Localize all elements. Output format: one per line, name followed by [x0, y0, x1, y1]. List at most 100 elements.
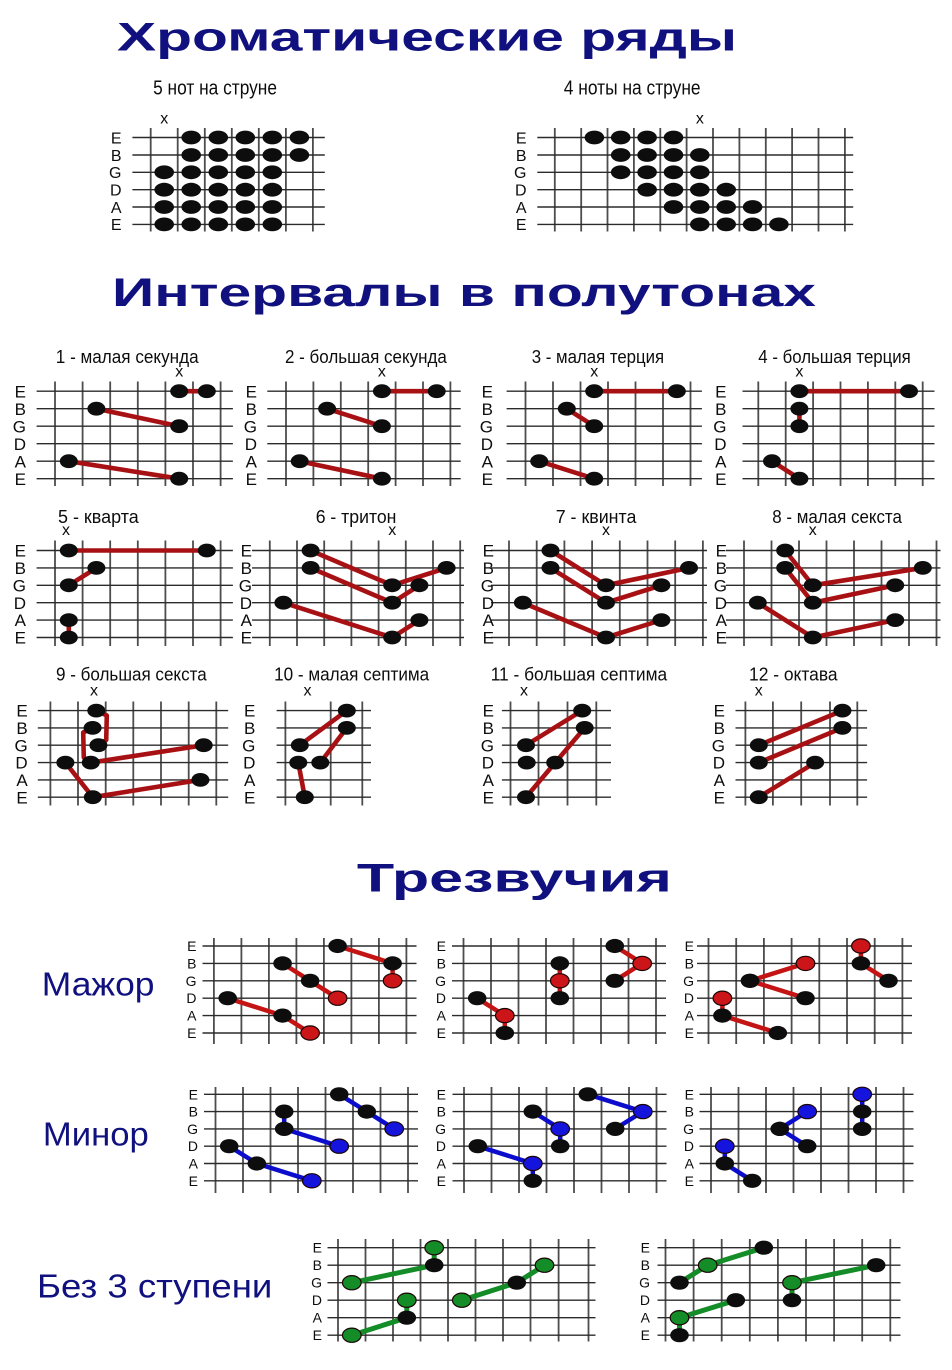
svg-text:D: D [714, 435, 726, 454]
svg-text:E: E [483, 702, 494, 721]
svg-text:B: B [716, 559, 727, 578]
svg-text:A: A [685, 1156, 695, 1172]
svg-text:Без 3 ступени: Без 3 ступени [37, 1268, 272, 1305]
svg-text:G: G [109, 165, 121, 182]
svg-text:x: x [304, 683, 312, 700]
svg-text:E: E [244, 788, 255, 807]
svg-text:E: E [685, 938, 694, 954]
svg-text:B: B [16, 719, 27, 738]
svg-text:D: D [14, 435, 26, 454]
svg-text:D: D [482, 754, 494, 773]
svg-text:E: E [482, 470, 493, 489]
svg-text:E: E [437, 1025, 446, 1041]
svg-text:x: x [809, 522, 817, 539]
svg-text:E: E [246, 382, 257, 401]
svg-text:G: G [13, 576, 26, 595]
svg-text:D: D [15, 754, 27, 773]
svg-text:x: x [795, 364, 803, 381]
svg-text:G: G [683, 973, 694, 989]
svg-text:E: E [516, 130, 527, 147]
svg-text:E: E [241, 542, 252, 561]
svg-text:11 - большая септима: 11 - большая септима [491, 665, 668, 685]
svg-text:D: D [640, 1292, 650, 1308]
svg-text:10 - малая септима: 10 - малая септима [274, 665, 430, 685]
svg-text:x: x [160, 111, 168, 128]
svg-text:Хроматические ряды: Хроматические ряды [117, 16, 737, 60]
svg-text:B: B [483, 559, 494, 578]
svg-text:8 - малая секста: 8 - малая секста [772, 507, 902, 527]
svg-text:E: E [641, 1240, 650, 1256]
svg-text:A: A [482, 452, 494, 471]
svg-text:B: B [715, 400, 726, 419]
svg-text:D: D [110, 183, 122, 200]
svg-text:D: D [515, 183, 527, 200]
svg-text:G: G [14, 736, 27, 755]
svg-text:D: D [243, 754, 255, 773]
svg-text:D: D [436, 990, 446, 1006]
svg-text:E: E [716, 542, 727, 561]
svg-text:7 - квинта: 7 - квинта [556, 507, 638, 527]
svg-text:D: D [713, 754, 725, 773]
svg-text:x: x [62, 522, 70, 539]
svg-text:E: E [716, 629, 727, 648]
svg-text:A: A [685, 1008, 695, 1024]
svg-text:E: E [15, 542, 26, 561]
svg-text:x: x [175, 364, 183, 381]
svg-text:E: E [714, 702, 725, 721]
svg-text:B: B [313, 1257, 322, 1273]
svg-text:E: E [482, 382, 493, 401]
svg-text:G: G [714, 576, 727, 595]
svg-text:E: E [483, 788, 494, 807]
svg-text:B: B [187, 955, 196, 971]
svg-text:A: A [15, 452, 27, 471]
svg-text:6 - тритон: 6 - тритон [316, 507, 397, 527]
svg-text:A: A [187, 1008, 197, 1024]
svg-text:D: D [436, 1138, 446, 1154]
svg-text:A: A [111, 200, 122, 217]
svg-text:E: E [437, 1173, 446, 1189]
svg-text:G: G [712, 736, 725, 755]
svg-text:D: D [14, 594, 26, 613]
svg-text:1 - малая секунда: 1 - малая секунда [56, 347, 200, 367]
svg-text:x: x [755, 683, 763, 700]
svg-text:B: B [241, 559, 252, 578]
svg-text:E: E [189, 1173, 198, 1189]
svg-text:Мажор: Мажор [42, 966, 155, 1003]
svg-text:G: G [242, 736, 255, 755]
svg-text:A: A [715, 452, 727, 471]
svg-text:G: G [186, 973, 197, 989]
svg-text:D: D [245, 435, 257, 454]
svg-text:D: D [186, 990, 196, 1006]
svg-text:B: B [685, 1104, 694, 1120]
svg-text:G: G [713, 417, 726, 436]
svg-text:5 нот на струне: 5 нот на струне [153, 77, 277, 99]
svg-text:A: A [714, 771, 726, 790]
svg-text:D: D [482, 594, 494, 613]
svg-text:2 - большая секунда: 2 - большая секунда [285, 347, 448, 367]
svg-text:A: A [244, 771, 256, 790]
svg-text:E: E [15, 470, 26, 489]
svg-text:A: A [313, 1310, 323, 1326]
svg-text:Минор: Минор [43, 1116, 149, 1153]
svg-text:B: B [15, 559, 26, 578]
svg-text:B: B [482, 400, 493, 419]
svg-text:Трезвучия: Трезвучия [357, 856, 672, 900]
svg-text:E: E [715, 382, 726, 401]
svg-text:A: A [641, 1310, 651, 1326]
svg-text:B: B [244, 719, 255, 738]
svg-text:E: E [437, 1086, 446, 1102]
svg-text:x: x [90, 683, 98, 700]
svg-text:B: B [685, 955, 694, 971]
svg-text:A: A [437, 1156, 447, 1172]
svg-text:B: B [15, 400, 26, 419]
svg-text:D: D [312, 1292, 322, 1308]
svg-text:G: G [481, 736, 494, 755]
svg-text:G: G [187, 1121, 198, 1137]
svg-text:D: D [684, 1138, 694, 1154]
svg-text:G: G [435, 973, 446, 989]
svg-text:E: E [516, 217, 527, 234]
svg-text:4 - большая терция: 4 - большая терция [758, 347, 911, 367]
svg-text:E: E [483, 629, 494, 648]
svg-text:E: E [483, 542, 494, 561]
svg-text:A: A [16, 771, 28, 790]
